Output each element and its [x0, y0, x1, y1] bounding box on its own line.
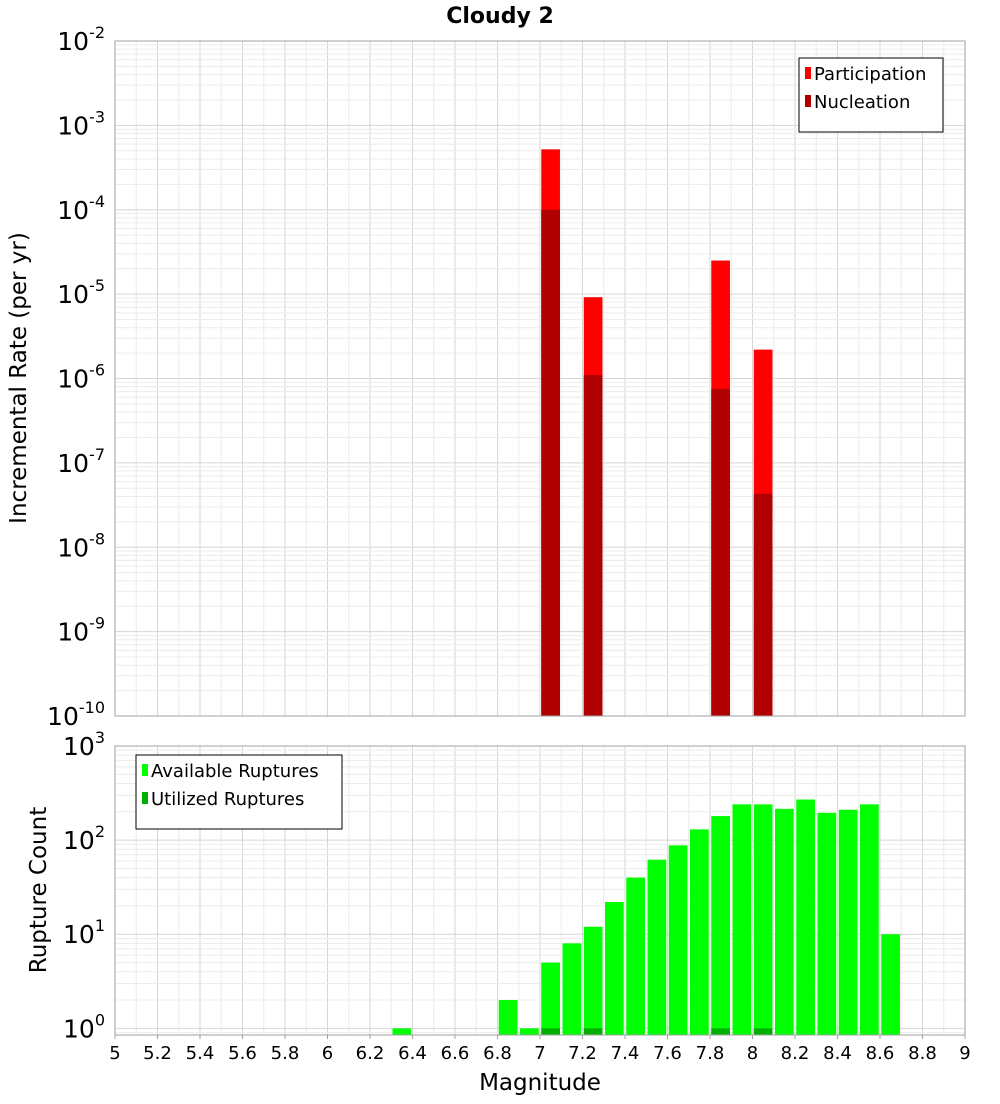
top-plot-area: 10-10 10-9 10-8 10-7 10-6 10-5 10-4 10-3 10-2 [47, 23, 966, 731]
x-tick-label: 5 [109, 1043, 120, 1064]
y-tick-label: 10-10 [47, 698, 105, 731]
x-tick-label: 7.2 [568, 1043, 597, 1064]
y-tick-label: 101 [63, 916, 105, 949]
legend-label: Available Ruptures [151, 761, 319, 782]
x-tick-label: 6.2 [356, 1043, 385, 1064]
available-ruptures-bar [711, 816, 730, 1035]
y-tick-label: 10-5 [57, 276, 105, 309]
nucleation-bar [583, 375, 603, 716]
available-ruptures-bar [392, 1028, 412, 1035]
available-ruptures-bar [881, 934, 900, 1035]
available-ruptures-bar [520, 1028, 539, 1035]
x-tick-label: 6 [322, 1043, 333, 1064]
y-tick-label: 103 [63, 728, 105, 761]
x-tick-label: 7.8 [696, 1043, 725, 1064]
legend-label: Utilized Ruptures [151, 789, 304, 810]
x-tick-label: 8.8 [908, 1043, 937, 1064]
available-ruptures-bar [753, 804, 773, 1035]
x-tick-label: 5.6 [228, 1043, 257, 1064]
available-ruptures-bar [668, 845, 688, 1035]
available-ruptures-bar [860, 804, 879, 1035]
x-tick-label: 8.6 [866, 1043, 895, 1064]
available-ruptures-bar [690, 829, 709, 1035]
available-ruptures-bar [541, 962, 560, 1035]
y-tick-label: 10-9 [57, 614, 105, 647]
utilized-ruptures-bar [753, 1028, 773, 1035]
legend-swatch [805, 95, 811, 107]
x-tick-label: 7.4 [611, 1043, 640, 1064]
x-tick-label: 6.6 [441, 1043, 470, 1064]
nucleation-bar [541, 209, 560, 716]
y-tick-label: 10-2 [57, 23, 105, 56]
x-tick-label: 5.2 [143, 1043, 172, 1064]
x-tick-label: 8 [747, 1043, 758, 1064]
x-tick-label: 8.2 [781, 1043, 810, 1064]
utilized-ruptures-bar [541, 1028, 560, 1035]
top-legend: Participation Nucleation [798, 57, 944, 133]
legend-label: Nucleation [814, 92, 910, 113]
x-tick-label: 6.8 [483, 1043, 512, 1064]
available-ruptures-bar [626, 877, 645, 1035]
available-ruptures-bar [605, 902, 624, 1035]
legend-swatch [142, 764, 148, 776]
bottom-legend: Available Ruptures Utilized Ruptures [135, 754, 343, 830]
available-ruptures-bar [562, 943, 582, 1035]
nucleation-bar [753, 493, 773, 716]
y-tick-label: 10-6 [57, 361, 105, 394]
y-tick-label: 10-3 [57, 107, 105, 140]
available-ruptures-bar [647, 859, 667, 1035]
y-tick-label: 100 [63, 1010, 105, 1043]
y-tick-label: 10-7 [57, 445, 105, 478]
legend-swatch [142, 792, 148, 804]
available-ruptures-bar [838, 809, 858, 1035]
utilized-ruptures-bar [583, 1028, 603, 1035]
available-ruptures-bar [817, 812, 837, 1035]
y-tick-label: 102 [63, 822, 105, 855]
x-tick-label: 7 [534, 1043, 545, 1064]
chart-title: Cloudy 2 [446, 4, 554, 29]
x-tick-labels: 5 5.2 5.4 5.6 5.8 6 6.2 6.4 6.6 6.8 7 7.2 7.4 7.6 7.8 8… [109, 1035, 971, 1064]
bottom-y-axis-label: Rupture Count [26, 807, 52, 973]
x-tick-label: 8.4 [823, 1043, 852, 1064]
top-y-axis-label: Incremental Rate (per yr) [6, 232, 32, 524]
available-ruptures-bar [732, 804, 752, 1035]
legend-swatch [805, 67, 811, 79]
available-ruptures-bar [796, 799, 815, 1035]
x-tick-label: 5.4 [186, 1043, 215, 1064]
available-ruptures-bar [775, 808, 794, 1035]
x-tick-label: 7.6 [653, 1043, 682, 1064]
legend-label: Participation [814, 64, 926, 85]
legend-box [135, 754, 343, 830]
available-ruptures-bar [498, 1000, 518, 1035]
available-ruptures-bar [583, 926, 603, 1035]
y-tick-label: 10-4 [57, 192, 105, 225]
y-tick-label: 10-8 [57, 529, 105, 562]
x-axis-label: Magnitude [479, 1070, 601, 1096]
nucleation-bar [711, 389, 730, 716]
legend-box [798, 57, 944, 133]
utilized-ruptures-bar [711, 1028, 730, 1035]
x-tick-label: 5.8 [271, 1043, 300, 1064]
plot-frame [114, 40, 966, 717]
x-tick-label: 9 [959, 1043, 970, 1064]
x-tick-label: 6.4 [398, 1043, 427, 1064]
